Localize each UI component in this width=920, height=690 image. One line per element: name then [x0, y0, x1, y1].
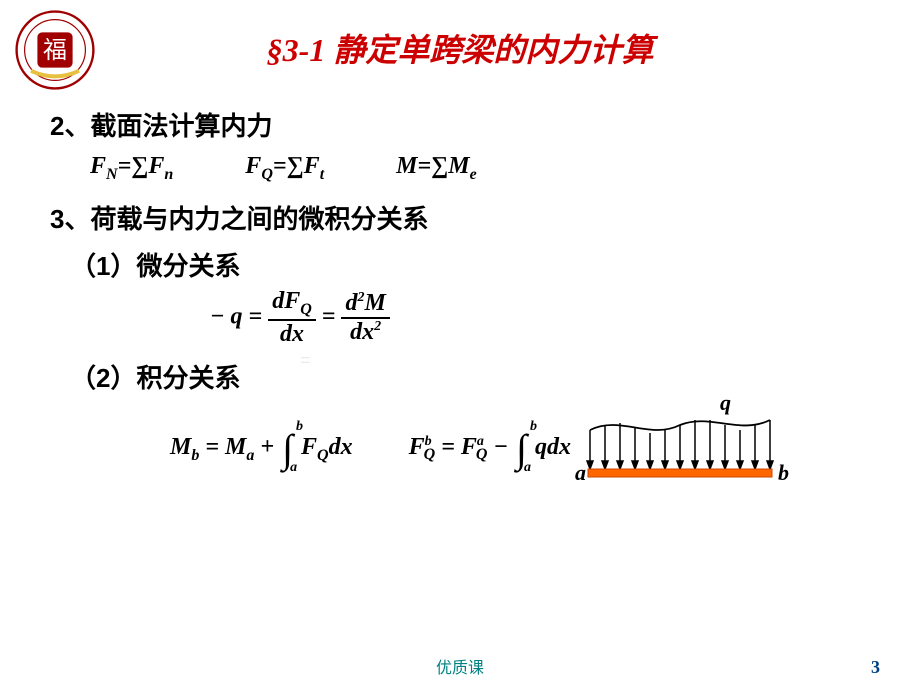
eq-fq: FQ=∑Ft — [245, 153, 330, 179]
beam — [588, 469, 772, 477]
logo-char: 福 — [43, 37, 67, 64]
page-number: 3 — [871, 657, 880, 678]
diagram-svg: q a b — [560, 395, 800, 495]
watermark: = — [300, 350, 311, 371]
label-q: q — [720, 395, 731, 415]
section-3-sub1: （1）微分关系 — [70, 246, 870, 283]
distributed-load-diagram: q a b — [560, 395, 800, 485]
logo-svg: 福 — [15, 10, 95, 90]
integral-eq-1: Mb = Ma + ∫ba FQdx — [170, 425, 353, 472]
section-2-heading: 2、截面法计算内力 — [50, 106, 870, 143]
differential-equation: − q = dFQ dx = d2M dx2 — [210, 288, 870, 348]
label-b: b — [778, 460, 789, 485]
label-a: a — [575, 460, 586, 485]
footer-label: 优质课 — [0, 654, 920, 678]
slide-title: §3-1 静定单跨梁的内力计算 — [0, 0, 920, 71]
section-3-sub2: （2）积分关系 — [70, 358, 870, 395]
university-logo: 福 — [15, 10, 95, 90]
section-3-heading: 3、荷载与内力之间的微积分关系 — [50, 199, 870, 236]
integral-eq-2: FbQ = FaQ − ∫ba qdx — [409, 425, 571, 472]
load-arrows — [587, 420, 773, 469]
eq-m: M=∑Me — [396, 153, 477, 179]
section-2-equations: FN=∑Fn FQ=∑Ft M=∑Me — [90, 153, 870, 184]
eq-fn: FN=∑Fn — [90, 153, 179, 179]
